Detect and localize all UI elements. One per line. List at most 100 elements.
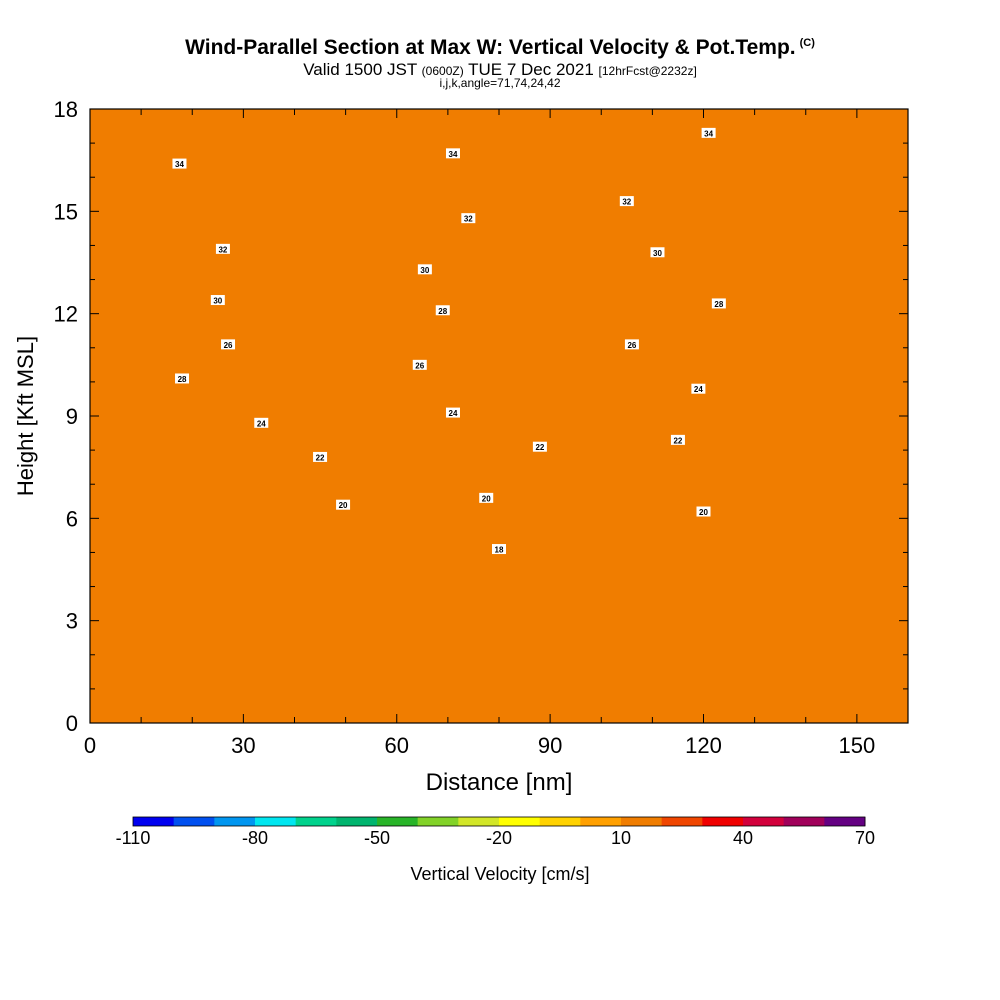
colorbar-segment <box>661 817 703 826</box>
isentrope-label-bg <box>254 417 269 428</box>
y-tick-label: 15 <box>54 199 78 224</box>
valid-date: TUE 7 Dec 2021 <box>468 60 594 79</box>
isentrope-label-bg <box>175 373 190 384</box>
isentrope-label-bg <box>650 247 665 258</box>
isentrope-label: 30 <box>213 297 222 306</box>
colorbar: -110 -80 -50 -20 10 40 70 Vertical Velocity [cm… <box>116 816 875 884</box>
isentrope-label-bg <box>215 243 230 254</box>
colorbar-segment <box>214 817 256 826</box>
isentrope-label-bg <box>691 383 706 394</box>
colorbar-segment <box>621 817 663 826</box>
isentrope-label-bg <box>670 434 685 445</box>
isentrope-label: 26 <box>627 341 636 350</box>
isentrope-label-bg <box>221 339 236 350</box>
isentrope-label: 20 <box>482 494 491 503</box>
colorbar-segment <box>824 817 866 826</box>
y-tick-label: 9 <box>66 404 78 429</box>
colorbar-segment <box>783 817 825 826</box>
y-tick-label: 0 <box>66 711 78 736</box>
isentrope-label: 28 <box>714 300 723 309</box>
isentrope-label: 22 <box>316 453 325 462</box>
x-tick-label: 150 <box>839 733 876 758</box>
isentrope-label-bg <box>492 544 506 555</box>
isentrope-label: 34 <box>175 160 184 169</box>
y-tick-label: 12 <box>54 302 78 327</box>
isentrope-label-bg <box>336 499 351 510</box>
isentrope-label: 28 <box>438 307 447 316</box>
x-tick-label: 120 <box>685 733 722 758</box>
isentrope-label-bg <box>619 196 634 207</box>
y-tick-label: 3 <box>66 609 78 634</box>
valid-utc: (0600Z) <box>421 64 464 78</box>
isentrope-label-bg <box>417 264 432 275</box>
isentrope-label: 24 <box>257 419 266 428</box>
isentrope-label: 20 <box>699 508 708 517</box>
isentrope-line <box>517 109 542 110</box>
isentrope-label: 18 <box>495 546 504 555</box>
isentrope-label: 24 <box>449 409 458 418</box>
title-text: Wind-Parallel Section at Max W: Vertical… <box>185 36 796 59</box>
grid-info: i,j,k,angle=71,74,24,42 <box>439 76 561 90</box>
isentrope-label-bg <box>313 451 328 462</box>
forecast-info: [12hrFcst@2232z] <box>598 64 697 78</box>
copyright-mark: (C) <box>799 37 815 49</box>
isentrope-label: 32 <box>464 215 473 224</box>
isentrope-label-bg <box>210 295 225 306</box>
isentrope-label-bg <box>445 407 460 418</box>
isentrope-label-bg <box>412 359 427 370</box>
colorbar-segment <box>743 817 785 826</box>
x-tick-label: 30 <box>231 733 255 758</box>
colorbar-segment <box>499 817 541 826</box>
x-tick-label: 0 <box>84 733 96 758</box>
isentrope-label: 30 <box>420 266 429 275</box>
isentrope-label-bg <box>532 441 547 452</box>
isentrope-label: 26 <box>415 361 424 370</box>
isentrope-label: 28 <box>178 375 187 384</box>
axis-ticks: 0 30 60 90 120 150 0 3 6 9 12 15 18 <box>54 97 909 758</box>
colorbar-segment <box>255 817 297 826</box>
isentrope-label: 32 <box>622 198 631 207</box>
colorbar-segment <box>539 817 581 826</box>
isentrope-label-bg <box>696 506 711 517</box>
x-axis-label: Distance [nm] <box>426 769 573 796</box>
isentrope-label-bg <box>479 492 494 503</box>
colorbar-tick-label: -110 <box>116 828 151 848</box>
isentrope-label: 34 <box>704 129 713 138</box>
isentrope-label: 20 <box>339 501 348 510</box>
colorbar-segment <box>580 817 622 826</box>
colorbar-frame <box>132 816 866 827</box>
isentrope-label-bg <box>624 339 639 350</box>
y-axis-label: Height [Kft MSL] <box>13 336 38 496</box>
colorbar-tick-label: -80 <box>242 828 268 848</box>
isentrope-label-bg <box>711 298 726 309</box>
y-tick-label: 6 <box>66 506 78 531</box>
isentrope-labels: 34 32 30 26 28 24 22 20 34 32 30 28 26 24 22 20 18 34 32 30… <box>172 127 726 555</box>
colorbar-tick-label: 70 <box>855 828 875 848</box>
colorbar-segment <box>133 817 175 826</box>
x-tick-label: 90 <box>538 733 562 758</box>
isentrope-label: 22 <box>535 443 544 452</box>
isentrope-label: 30 <box>653 249 662 258</box>
isentrope-label-bg <box>435 305 450 316</box>
isentrope-label: 22 <box>673 436 682 445</box>
colorbar-segment <box>458 817 500 826</box>
isentrope-label: 26 <box>224 341 233 350</box>
isentrope-label-bg <box>461 213 476 224</box>
isentrope-label: 34 <box>449 150 458 159</box>
isentrope-label-bg <box>172 158 187 169</box>
colorbar-tick-label: -50 <box>364 828 390 848</box>
colorbar-segment <box>377 817 419 826</box>
isentrope-label: 32 <box>218 245 227 254</box>
colorbar-segment <box>702 817 744 826</box>
x-tick-label: 60 <box>385 733 409 758</box>
colorbar-segment <box>295 817 337 826</box>
colorbar-segment <box>336 817 378 826</box>
chart-title: Wind-Parallel Section at Max W: Vertical… <box>0 36 1000 60</box>
background-field <box>90 109 908 723</box>
isentrope-label-bg <box>701 127 716 138</box>
isentrope-label: 24 <box>694 385 703 394</box>
colorbar-tick-label: 10 <box>611 828 631 848</box>
valid-prefix: Valid 1500 JST <box>303 60 417 79</box>
isentrope-label-bg <box>445 148 460 159</box>
